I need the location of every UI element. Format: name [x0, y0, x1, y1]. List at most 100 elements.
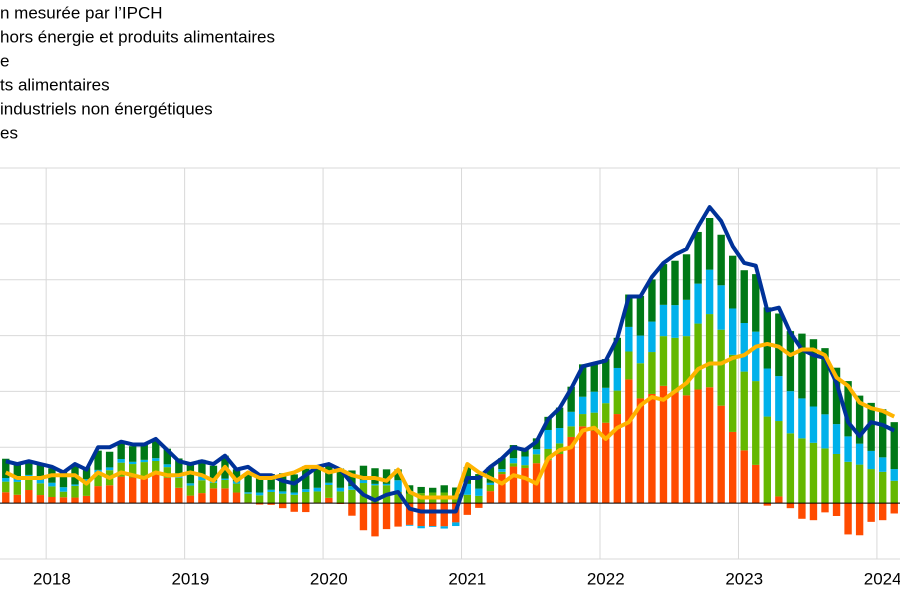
bar	[198, 476, 206, 481]
bar	[186, 495, 195, 504]
bar	[763, 368, 771, 417]
legend-label: n mesurée par l’IPCH	[0, 3, 163, 22]
bar	[94, 486, 102, 504]
bar	[290, 494, 298, 504]
bar	[105, 467, 114, 471]
bar	[625, 379, 633, 504]
bar	[244, 493, 252, 503]
bar	[336, 468, 345, 488]
bar	[2, 492, 10, 504]
bar	[717, 234, 725, 286]
bar	[325, 497, 333, 504]
bar	[890, 503, 898, 514]
bar	[509, 445, 518, 459]
bar	[313, 466, 321, 488]
bar	[475, 474, 483, 489]
bar	[821, 448, 829, 504]
bar	[844, 436, 852, 462]
bar	[71, 485, 79, 498]
line	[5, 205, 896, 514]
bar	[25, 460, 33, 475]
bar	[509, 466, 518, 504]
bar	[613, 390, 621, 415]
bar	[740, 270, 748, 324]
x-tick-label: 2019	[171, 569, 209, 588]
bar	[117, 476, 125, 504]
bar	[717, 285, 725, 330]
bar	[244, 472, 252, 493]
bar	[302, 466, 310, 490]
bar	[717, 329, 725, 406]
bar	[152, 473, 160, 504]
bar	[809, 503, 818, 521]
bar	[705, 269, 714, 315]
bar	[267, 503, 275, 505]
bar	[440, 485, 448, 493]
bar	[313, 487, 321, 492]
bar	[325, 482, 333, 485]
bar	[152, 460, 160, 474]
bar	[671, 305, 679, 338]
bar	[613, 414, 621, 504]
bar	[290, 492, 298, 495]
bar	[152, 458, 160, 461]
bar	[13, 479, 21, 482]
bar	[867, 469, 875, 504]
bar	[302, 491, 310, 504]
bar	[59, 487, 68, 492]
bar	[59, 491, 68, 498]
bar	[555, 453, 564, 504]
bar	[359, 503, 368, 531]
bar	[13, 464, 21, 480]
bar	[417, 486, 425, 494]
x-tick-label: 2023	[725, 569, 763, 588]
bar	[452, 522, 460, 527]
legend-label: ts alimentaires	[0, 75, 110, 94]
bar	[140, 459, 148, 463]
bar	[763, 503, 771, 506]
bar	[855, 395, 864, 444]
bar	[486, 491, 495, 504]
bar	[359, 480, 368, 484]
bar	[879, 503, 887, 521]
bar	[636, 295, 645, 336]
bar	[636, 398, 645, 504]
bar	[2, 478, 10, 482]
bar	[602, 422, 610, 504]
bar	[117, 459, 125, 463]
x-tick-label: 2018	[33, 569, 71, 588]
bar	[844, 461, 852, 504]
bar	[890, 469, 898, 481]
bar	[382, 483, 391, 486]
bar	[498, 474, 506, 504]
bar	[59, 471, 68, 488]
bar	[117, 462, 125, 477]
bar	[809, 442, 818, 504]
bar	[279, 493, 287, 504]
bar	[832, 453, 841, 504]
bar	[475, 503, 483, 508]
bar	[579, 414, 587, 427]
bar	[659, 336, 668, 386]
bar	[36, 479, 45, 484]
bar	[890, 480, 898, 504]
bar	[602, 387, 610, 404]
bar	[775, 421, 783, 497]
bar	[694, 389, 702, 504]
bar	[463, 467, 471, 484]
bar	[221, 478, 229, 480]
bar	[313, 491, 321, 503]
bar	[175, 477, 183, 488]
bar	[232, 483, 241, 493]
bar	[394, 503, 402, 527]
bar	[475, 488, 483, 496]
bar	[579, 426, 587, 504]
bar	[682, 254, 691, 300]
bar	[498, 469, 506, 472]
bar	[729, 354, 737, 432]
bar	[590, 391, 598, 413]
bar	[25, 490, 33, 504]
bar	[290, 503, 298, 512]
bar	[648, 352, 656, 394]
bar	[25, 477, 33, 491]
